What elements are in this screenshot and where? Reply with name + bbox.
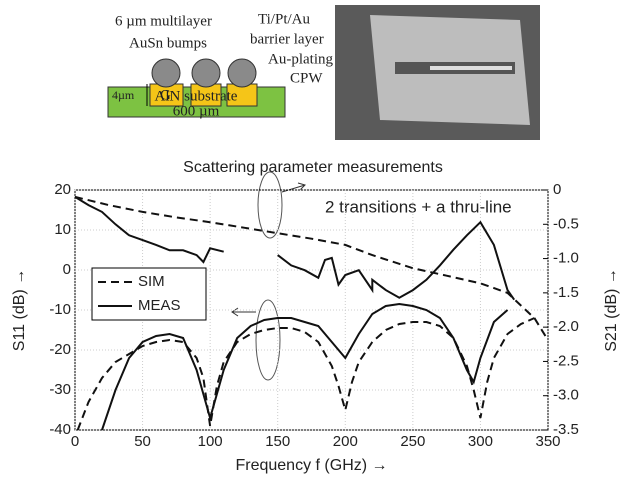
x-tick-label: 350 <box>535 433 560 450</box>
label: AuSn bumps <box>129 35 207 51</box>
annotation-arrow <box>231 307 239 317</box>
bump <box>191 58 221 88</box>
annotation-arrow <box>297 182 306 191</box>
y2-tick-label: -2.5 <box>553 352 579 369</box>
y2-tick-label: -3.0 <box>553 387 579 404</box>
x-tick-label: 250 <box>400 433 425 450</box>
device-diagram: 6 µm multilayer AuSn bumps Ti/Pt/Au barr… <box>107 11 333 119</box>
series-line <box>74 195 549 341</box>
sem-image <box>335 5 540 140</box>
y2-axis-label: S21 (dB) → <box>603 268 620 352</box>
label: AlN substrate <box>155 88 238 104</box>
x-tick-label: 50 <box>134 433 151 450</box>
series-line <box>76 317 535 431</box>
y-tick-label: -10 <box>49 301 71 318</box>
legend-box <box>91 267 207 321</box>
y-tick-label: 10 <box>54 221 71 238</box>
chart-title: Scattering parameter measurements <box>183 159 443 176</box>
x-tick-label: 100 <box>198 433 223 450</box>
label: 600 µm <box>173 103 220 119</box>
x-tick-label: 0 <box>71 433 79 450</box>
annotation-arrow <box>281 184 306 193</box>
label: G <box>160 87 171 103</box>
legend-label: SIM <box>138 273 165 290</box>
annotation-ellipse <box>255 299 281 381</box>
y-tick-label: -30 <box>49 381 71 398</box>
label: Au-plating <box>268 51 333 67</box>
legend-label: MEAS <box>138 297 181 314</box>
y2-tick-label: -1.5 <box>553 284 579 301</box>
x-tick-label: 200 <box>333 433 358 450</box>
y2-tick-label: -1.0 <box>553 250 579 267</box>
label: barrier layer <box>250 31 324 47</box>
label: 4µm <box>112 88 135 102</box>
annotation: 2 transitions + a thru-line <box>325 197 512 216</box>
y2-tick-label: 0 <box>553 181 561 198</box>
x-axis-label: Frequency f (GHz) → <box>235 457 387 474</box>
y-tick-label: 0 <box>63 261 71 278</box>
label: CPW <box>290 70 323 86</box>
y-tick-label: -20 <box>49 341 71 358</box>
y2-tick-label: -0.5 <box>553 215 579 232</box>
y2-tick-label: -2.0 <box>553 318 579 335</box>
y2-tick-label: -3.5 <box>553 421 579 438</box>
x-tick-label: 150 <box>265 433 290 450</box>
series-line <box>101 302 509 431</box>
x-tick-label: 300 <box>468 433 493 450</box>
series-line <box>74 196 516 301</box>
y-tick-label: 20 <box>54 181 71 198</box>
sem-line <box>430 66 512 70</box>
label: Ti/Pt/Au <box>258 11 310 27</box>
bump <box>151 58 181 88</box>
label: 6 µm multilayer <box>115 13 212 29</box>
annotation-ellipse <box>257 171 283 239</box>
y-axis-label: S11 (dB) → <box>11 269 28 351</box>
bump <box>227 58 257 88</box>
y-tick-label: -40 <box>49 421 71 438</box>
